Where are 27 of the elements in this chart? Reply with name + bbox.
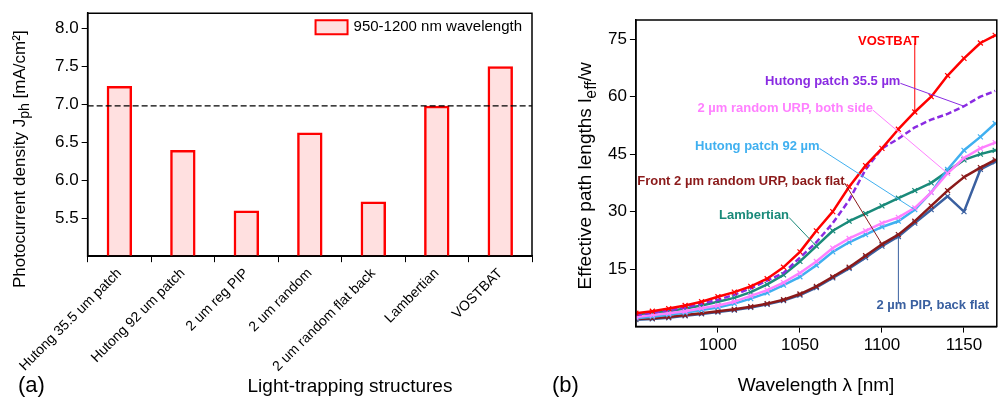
x-tick-label: 1100 bbox=[863, 335, 901, 355]
x-axis-title: Light-trapping structures bbox=[246, 375, 454, 397]
y-tick-label: 75 bbox=[607, 28, 627, 48]
x-axis-title: Wavelength λ [nm] bbox=[736, 374, 896, 396]
y-tick-label: 5.5 bbox=[54, 207, 79, 227]
y-tick-label: 7.0 bbox=[54, 94, 79, 113]
text: 2 µm PIP, back flat bbox=[876, 297, 990, 313]
text: 2 µm random URP, both side bbox=[697, 99, 873, 115]
text: Front 2 µm random URP, back flat bbox=[637, 172, 846, 188]
text: Lambertian bbox=[718, 207, 790, 223]
text: (a) bbox=[18, 372, 45, 398]
y-tick-label: 6.0 bbox=[54, 169, 79, 189]
text: Hutong patch 92 µm bbox=[695, 138, 820, 154]
x-tick-label: 1050 bbox=[781, 335, 819, 355]
x-tick-label: 1000 bbox=[699, 335, 737, 355]
y-tick-label: 7.5 bbox=[54, 56, 79, 76]
y-tick-label: 15 bbox=[607, 258, 627, 278]
legend-label: 950-1200 nm wavelength bbox=[353, 17, 522, 35]
y-tick-label: 8.0 bbox=[54, 18, 79, 38]
text: (b) bbox=[552, 372, 579, 398]
y-tick-label: 60 bbox=[607, 86, 627, 106]
y-tick-label: 45 bbox=[607, 143, 627, 163]
y-tick-label: 30 bbox=[607, 201, 627, 221]
x-tick-label: 1150 bbox=[945, 335, 983, 355]
text: VOSTBAT bbox=[857, 32, 920, 48]
text: Hutong patch 35.5 µm bbox=[765, 72, 901, 88]
y-tick-label: 6.5 bbox=[54, 131, 79, 151]
